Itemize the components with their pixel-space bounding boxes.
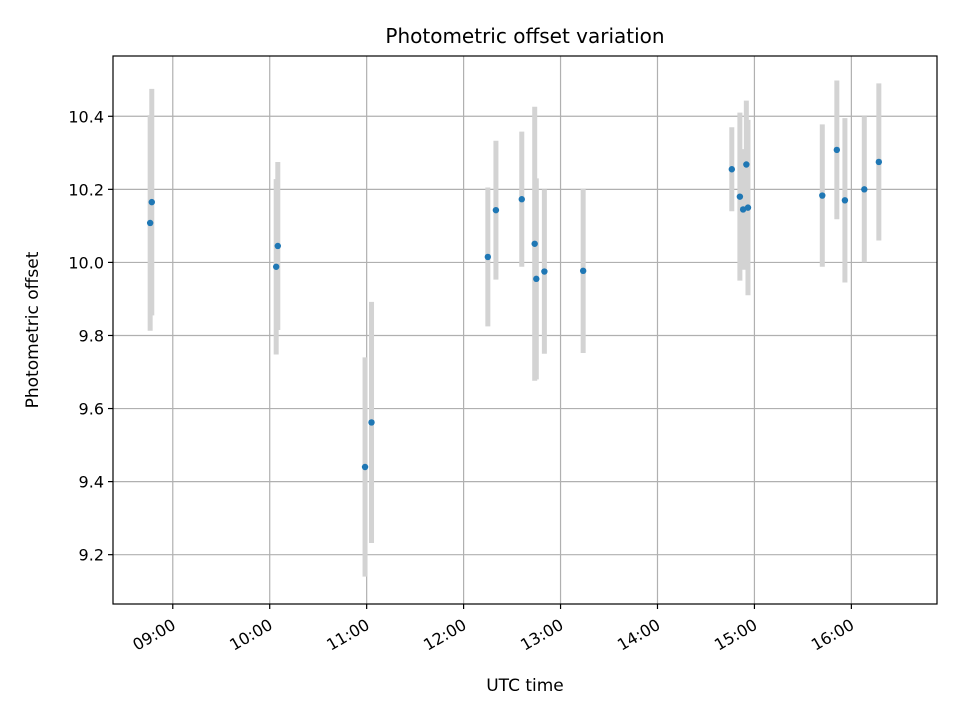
data-point xyxy=(484,253,492,261)
data-point xyxy=(744,204,752,211)
y-tick-label: 10.2 xyxy=(68,180,104,199)
data-point xyxy=(274,242,281,250)
data-point xyxy=(368,419,375,426)
data-point xyxy=(739,206,747,213)
y-tick-label: 9.6 xyxy=(79,400,104,419)
y-tick-label: 9.2 xyxy=(79,546,104,565)
point-layer xyxy=(146,146,883,471)
data-point xyxy=(743,161,750,168)
data-point xyxy=(272,263,280,270)
data-point xyxy=(531,240,538,247)
grid-layer xyxy=(113,56,937,604)
chart-title: Photometric offset variation xyxy=(385,24,664,48)
y-axis-title: Photometric offset xyxy=(23,251,43,408)
plot-frame xyxy=(112,55,938,605)
data-point xyxy=(533,275,540,283)
data-point xyxy=(492,206,500,214)
y-tick-label: 10.0 xyxy=(68,253,104,272)
y-tick-label: 9.4 xyxy=(79,473,104,492)
data-point xyxy=(728,166,736,173)
data-point xyxy=(861,186,868,193)
data-point xyxy=(518,196,525,203)
data-point xyxy=(736,193,744,200)
data-point xyxy=(148,198,155,206)
data-point xyxy=(841,197,849,204)
data-point xyxy=(146,219,154,227)
data-point xyxy=(819,192,826,199)
data-point xyxy=(875,158,883,166)
data-point xyxy=(361,463,369,471)
data-point xyxy=(541,268,548,275)
x-axis-title: UTC time xyxy=(486,676,564,696)
data-point xyxy=(579,267,587,275)
y-tick-label: 9.8 xyxy=(79,326,104,345)
y-tick-label: 10.4 xyxy=(68,107,104,126)
data-point xyxy=(833,146,841,154)
